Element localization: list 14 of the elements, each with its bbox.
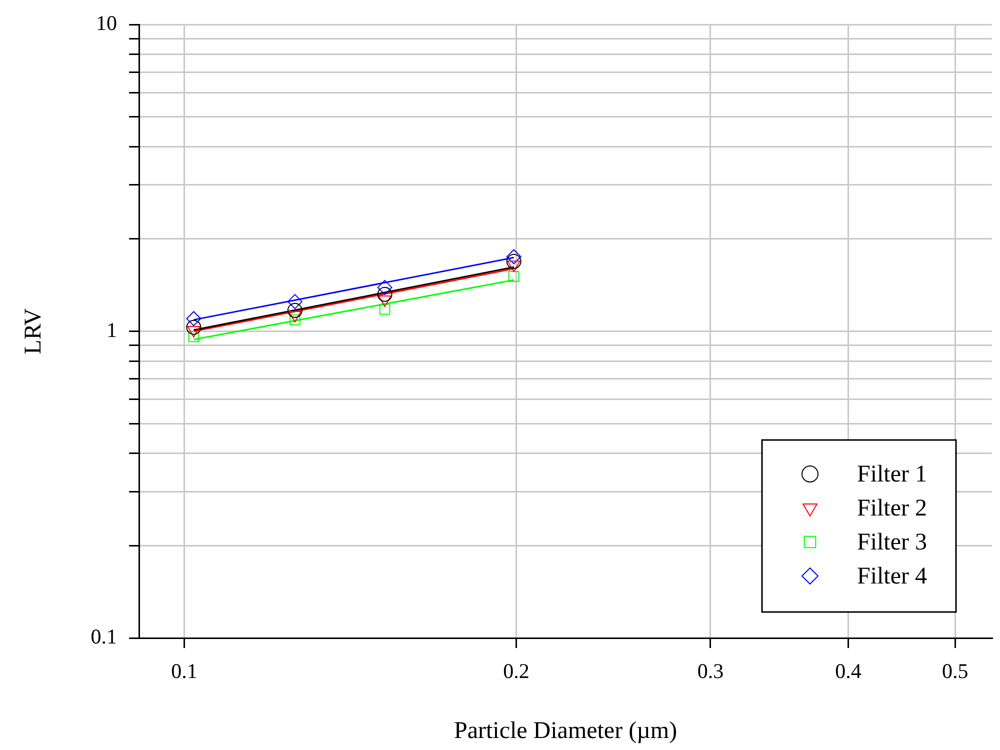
y-tick-label: 1 [106,318,118,342]
x-axis-title: Particle Diameter (µm) [454,718,678,744]
y-axis-title: LRV [20,308,47,354]
x-tick-label: 0.5 [942,659,968,684]
x-tick-label: 0.2 [503,659,530,684]
legend-label: Filter 4 [857,563,927,590]
x-tick-label: 0.1 [171,659,198,684]
legend-label: Filter 1 [857,461,927,488]
y-tick-label: 0.1 [90,624,118,649]
y-tick-label: 10 [96,11,118,36]
x-tick-label: 0.3 [697,659,724,684]
legend-label: Filter 2 [857,495,927,522]
legend-label: Filter 3 [857,529,927,556]
x-tick-label: 0.4 [835,659,862,684]
